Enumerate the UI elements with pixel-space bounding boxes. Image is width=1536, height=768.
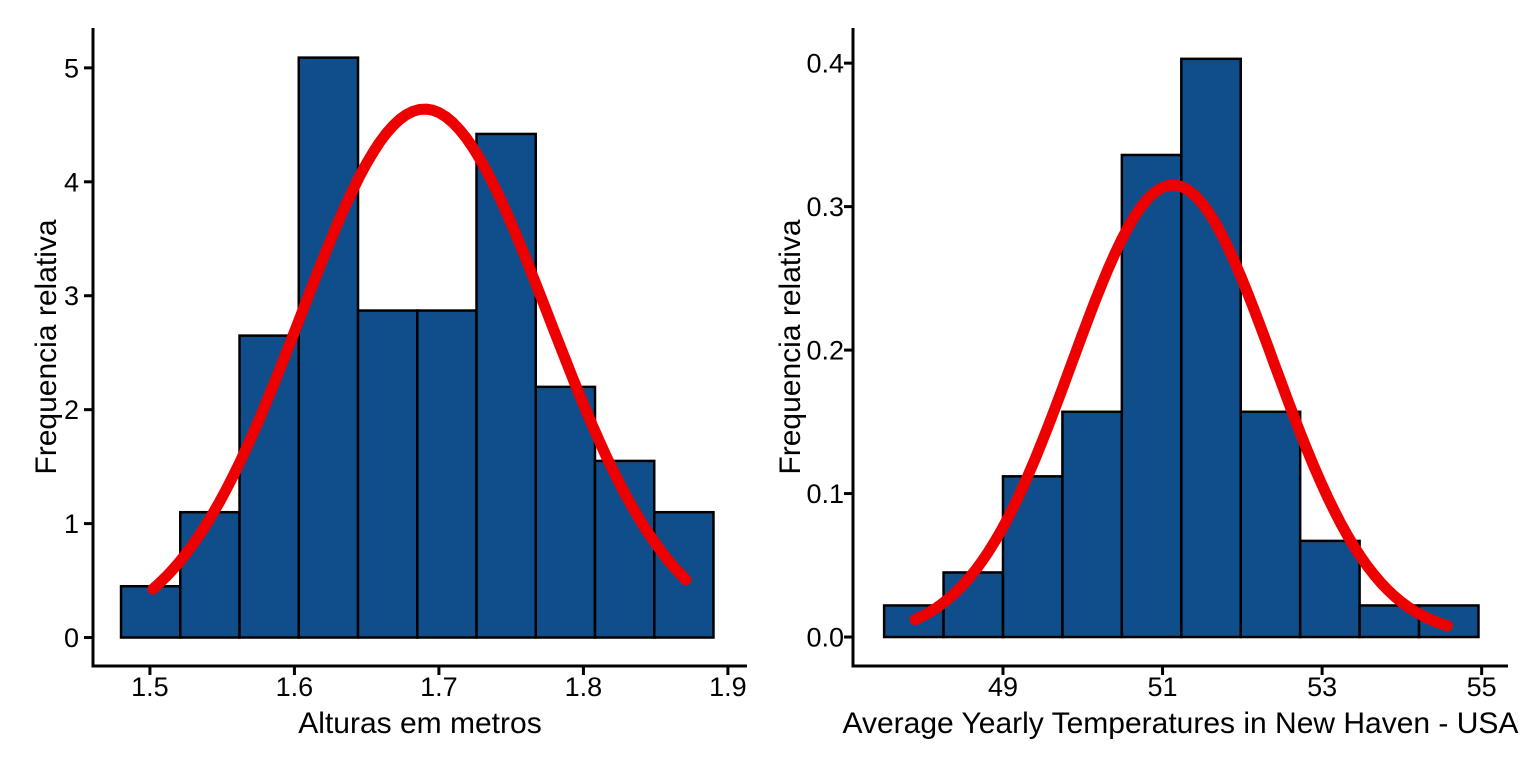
x-tick-label: 51 (1148, 672, 1178, 702)
y-tick-label: 0.1 (806, 479, 844, 509)
x-tick-label: 55 (1467, 672, 1497, 702)
histogram-bar (1180, 57, 1242, 639)
histogram-bar (416, 309, 478, 639)
histogram-bar (297, 56, 360, 639)
y-tick-label: 0.0 (806, 623, 844, 653)
y-axis-title: Frequencia relativa (774, 219, 807, 474)
normal-curve (909, 179, 1453, 632)
y-tick-label: 3 (64, 281, 79, 311)
y-tick-label: 2 (64, 395, 79, 425)
right-histogram-panel: 49 51 53 55 0.0 0.1 0.2 0.3 0.4 Average Yearly Te… (774, 28, 1518, 740)
y-tick-label: 0.2 (806, 336, 844, 366)
histogram-bars (119, 56, 715, 639)
left-histogram-panel: 1.5 1.6 1.7 1.8 1.9 0 1 2 3 4 5 Alturas em metros Fr… (30, 28, 747, 740)
x-axis-title: Alturas em metros (298, 707, 541, 740)
histogram-bar (179, 510, 241, 639)
x-tick-label: 1.6 (276, 672, 314, 702)
histogram-bar (593, 459, 656, 639)
x-tick-label: 1.9 (709, 672, 747, 702)
histogram-bar (238, 334, 301, 639)
normal-curve (147, 103, 692, 595)
x-tick-label: 53 (1307, 672, 1337, 702)
x-tick-label: 1.7 (420, 672, 458, 702)
histogram-bar (1061, 410, 1124, 639)
histogram-bar (1239, 410, 1302, 639)
y-axis-title: Frequencia relativa (30, 219, 63, 474)
y-tick-label: 1 (64, 509, 79, 539)
histogram-bar (942, 571, 1005, 639)
y-tick-label: 0.3 (806, 192, 844, 222)
histogram-bar (1298, 539, 1361, 639)
histogram-bar (119, 585, 182, 639)
y-tick-label: 0 (64, 623, 79, 653)
histogram-bar (1120, 153, 1183, 639)
x-tick-label: 49 (988, 672, 1018, 702)
y-tick-label: 0.4 (806, 49, 844, 79)
y-tick-label: 5 (64, 53, 79, 83)
histogram-bars (882, 57, 1480, 639)
histogram-bar (356, 309, 419, 639)
y-tick-label: 4 (64, 167, 79, 197)
x-tick-label: 1.8 (565, 672, 603, 702)
x-axis-title: Average Yearly Temperatures in New Haven… (843, 707, 1519, 740)
histogram-bar (534, 385, 597, 639)
histogram-bar (1358, 604, 1421, 639)
x-tick-label: 1.5 (131, 672, 169, 702)
